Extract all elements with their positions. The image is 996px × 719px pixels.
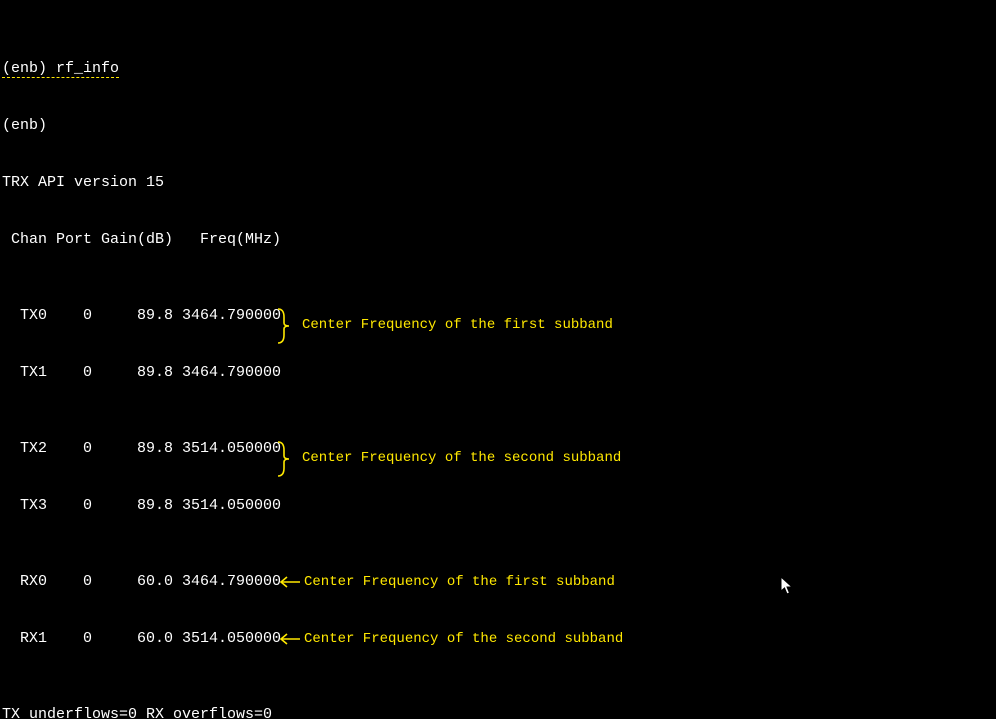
terminal-output: (enb) rf_info (enb) TRX API version 15 C… (0, 0, 996, 719)
api-version: TRX API version 15 (2, 173, 996, 192)
row-text: RX1 0 60.0 3514.050000 (2, 630, 281, 647)
annotation-rx0: Center Frequency of the first subband (304, 573, 615, 592)
status-underflows: TX underflows=0 RX overflows=0 (2, 705, 996, 719)
annotation-tx-group2: Center Frequency of the second subband (302, 449, 621, 468)
row-text: TX1 0 89.8 3464.790000 (2, 364, 281, 381)
annotation-rx1: Center Frequency of the second subband (304, 630, 623, 649)
table-row: RX1 0 60.0 3514.050000 Center Frequency … (2, 629, 996, 648)
arrow-left-icon (278, 576, 300, 588)
prompt-line-1: (enb) rf_info (2, 59, 996, 78)
table-row: TX2 0 89.8 3514.050000 Center Frequency … (2, 439, 996, 458)
row-text: TX3 0 89.8 3514.050000 (2, 497, 281, 514)
table-row: TX3 0 89.8 3514.050000 (2, 496, 996, 515)
table-row: TX1 0 89.8 3464.790000 (2, 363, 996, 382)
row-text: TX0 0 89.8 3464.790000 (2, 307, 281, 324)
annotation-tx-group1: Center Frequency of the first subband (302, 316, 613, 335)
arrow-left-icon (278, 633, 300, 645)
bracket-icon (277, 441, 295, 477)
bracket-icon (277, 308, 295, 344)
row-text: RX0 0 60.0 3464.790000 (2, 573, 281, 590)
row-text: TX2 0 89.8 3514.050000 (2, 440, 281, 457)
table-header: Chan Port Gain(dB) Freq(MHz) (2, 230, 996, 249)
table-row: RX0 0 60.0 3464.790000 Center Frequency … (2, 572, 996, 591)
prompt-command: (enb) rf_info (2, 60, 119, 78)
table-row: TX0 0 89.8 3464.790000 Center Frequency … (2, 306, 996, 325)
prompt-line-2: (enb) (2, 116, 996, 135)
